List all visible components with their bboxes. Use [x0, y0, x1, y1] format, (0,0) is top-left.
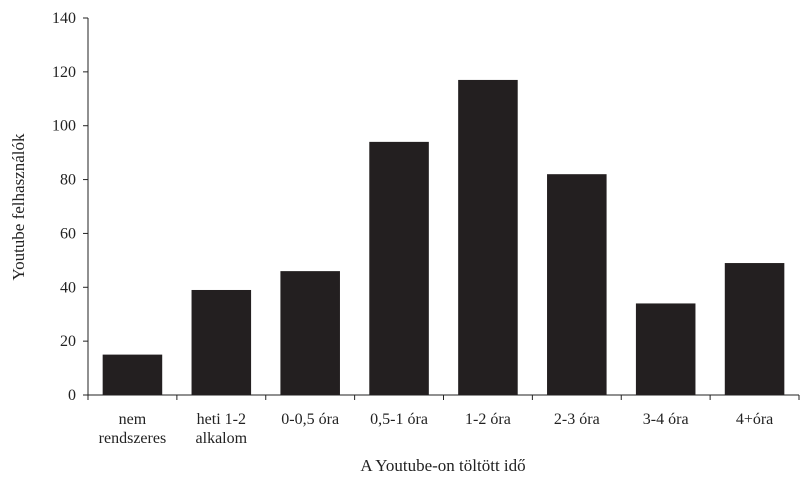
y-tick-label: 140 [52, 10, 76, 27]
x-tick-label: alkalom [196, 430, 248, 447]
x-axis: nem rendszeres heti 1-2 alkalom 0-0,5 óra 0,5… [87, 394, 800, 447]
bar [280, 271, 340, 395]
bar [458, 79, 518, 395]
x-axis-title: A Youtube-on töltött idő [360, 456, 525, 475]
bar [102, 354, 163, 395]
x-tick-label: heti 1-2 [197, 411, 246, 428]
bar [369, 141, 429, 395]
y-tick-label: 80 [60, 172, 76, 189]
y-axis: 0 20 40 60 80 100 120 140 [52, 10, 89, 404]
x-tick-label: 0,5-1 óra [370, 411, 428, 428]
y-tick-label: 60 [60, 225, 76, 242]
bar [724, 263, 785, 395]
x-tick-label: 3-4 óra [643, 411, 689, 428]
y-axis-title: Youtube felhasználók [9, 133, 28, 280]
bars [102, 79, 785, 395]
x-tick-label: 2-3 óra [554, 411, 600, 428]
bar [635, 303, 696, 395]
x-tick-label: 4+óra [736, 411, 773, 428]
y-tick-label: 100 [52, 118, 76, 135]
x-tick-label: rendszeres [99, 430, 167, 447]
y-tick-label: 40 [60, 279, 76, 296]
x-tick-label: 1-2 óra [465, 411, 511, 428]
x-tick-label: 0-0,5 óra [281, 411, 339, 428]
bar [547, 174, 607, 395]
x-tick-label: nem [119, 411, 147, 428]
y-tick-label: 120 [52, 64, 76, 81]
y-tick-label: 0 [68, 387, 76, 404]
y-tick-label: 20 [60, 333, 76, 350]
bar [191, 289, 252, 395]
